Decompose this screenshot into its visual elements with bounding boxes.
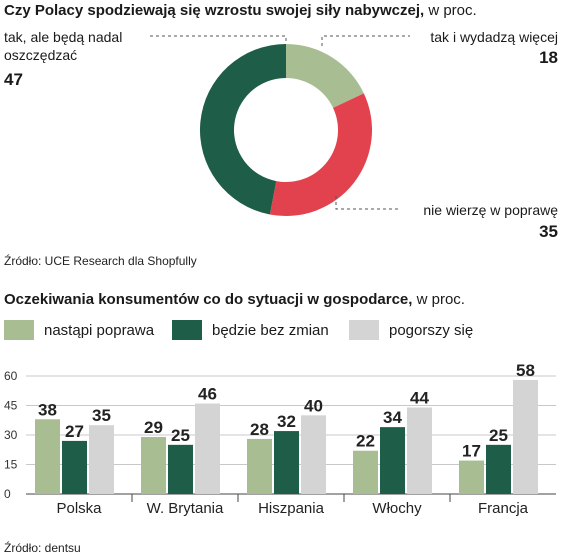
bar-value-label: 40 xyxy=(304,396,323,415)
bar-value-label: 25 xyxy=(489,426,508,445)
legend-swatch-worse xyxy=(349,320,379,340)
donut-chart xyxy=(150,35,410,216)
bar xyxy=(353,450,378,494)
bar-value-label: 34 xyxy=(383,408,402,427)
bar-chart-title: Oczekiwania konsumentów co do sytuacji w… xyxy=(4,291,465,308)
bar xyxy=(459,460,484,494)
bar xyxy=(513,379,538,494)
x-category-label: Hiszpania xyxy=(258,500,325,517)
bar xyxy=(89,425,114,494)
legend-swatch-improvement xyxy=(4,320,34,340)
legend-item-no-change: będzie bez zmian xyxy=(172,320,329,340)
bar-value-label: 46 xyxy=(198,385,217,404)
pie-chart-title: Czy Polacy spodziewają się wzrostu swoje… xyxy=(4,2,477,19)
bar xyxy=(195,403,220,494)
donut-slice-spend-more xyxy=(286,44,364,108)
y-tick-label: 45 xyxy=(4,399,18,413)
y-tick-label: 60 xyxy=(4,369,18,383)
bar xyxy=(486,444,511,494)
bar-value-label: 27 xyxy=(65,422,84,441)
pie-label-spend-more: tak i wydadzą więcej xyxy=(430,29,558,45)
pie-title-unit: w proc. xyxy=(428,2,477,19)
pie-label-saving-line2: oszczędzać xyxy=(4,47,78,63)
bar-value-label: 58 xyxy=(516,361,535,380)
bar-value-label: 35 xyxy=(92,406,111,425)
bar xyxy=(35,419,60,494)
legend-label-no-change: będzie bez zmian xyxy=(212,321,329,339)
bar-value-label: 22 xyxy=(356,432,375,451)
bar-source: Źródło: dentsu xyxy=(4,541,81,555)
legend-item-improvement: nastąpi poprawa xyxy=(4,320,154,340)
bar-value-label: 28 xyxy=(250,420,269,439)
pie-label-saving: tak, ale będą nadal oszczędzać xyxy=(4,28,122,64)
bar-title-unit: w proc. xyxy=(416,291,465,308)
bar-value-label: 25 xyxy=(171,426,190,445)
bar xyxy=(380,427,405,494)
pie-label-no-improvement: nie wierzę w poprawę xyxy=(423,202,558,218)
bar-title-text: Oczekiwania konsumentów co do sytuacji w… xyxy=(4,291,413,308)
pie-label-saving-line1: tak, ale będą nadal xyxy=(4,29,123,45)
bar-value-label: 32 xyxy=(277,412,296,431)
pie-value-saving: 47 xyxy=(4,70,23,89)
pie-title-text: Czy Polacy spodziewają się wzrostu swoje… xyxy=(4,2,425,19)
legend-label-worse: pogorszy się xyxy=(389,321,474,339)
leader-line-spend-more xyxy=(321,35,410,46)
bar xyxy=(407,407,432,494)
bar-chart: 0 15 30 45 60 38 27 35 Polska 29 25 46 W. Brytania 28… xyxy=(4,361,556,517)
y-tick-label: 15 xyxy=(4,458,18,472)
pie-source: Źródło: UCE Research dla Shopfully xyxy=(4,254,197,268)
bar xyxy=(301,415,326,494)
bar xyxy=(62,440,87,494)
legend-swatch-no-change xyxy=(172,320,202,340)
donut-slice-no-improvement xyxy=(269,93,372,216)
pie-value-no-improvement: 35 xyxy=(539,222,558,241)
bar xyxy=(247,438,272,494)
bar-value-label: 44 xyxy=(410,388,429,407)
bar-value-label: 17 xyxy=(462,442,481,461)
x-category-label: Polska xyxy=(56,500,102,517)
bar xyxy=(168,444,193,494)
bar-legend: nastąpi poprawa będzie bez zmian pogorsz… xyxy=(0,320,564,342)
bar-value-label: 38 xyxy=(38,400,57,419)
x-category-label: Francja xyxy=(478,500,529,517)
bar-value-label: 29 xyxy=(144,418,163,437)
pie-value-spend-more: 18 xyxy=(539,48,558,67)
legend-item-worse: pogorszy się xyxy=(349,320,473,340)
x-category-label: W. Brytania xyxy=(147,500,224,517)
leader-line-saving xyxy=(150,35,287,42)
donut-slice-saving xyxy=(199,44,286,215)
bar xyxy=(274,431,299,494)
bar xyxy=(141,436,166,494)
y-tick-label: 30 xyxy=(4,428,18,442)
x-category-label: Włochy xyxy=(372,500,422,517)
legend-label-improvement: nastąpi poprawa xyxy=(44,321,155,339)
leader-line-no-improvement xyxy=(335,196,400,210)
y-tick-label: 0 xyxy=(4,487,11,501)
